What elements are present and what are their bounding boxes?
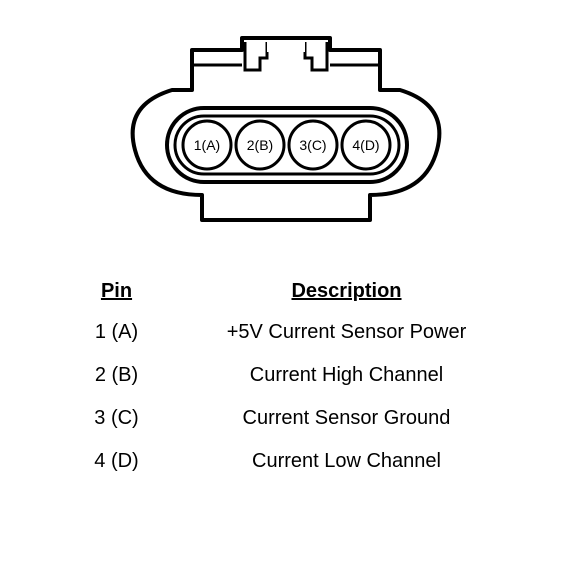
- table-row: 1 (A)+5V Current Sensor Power: [57, 321, 517, 344]
- pin-label: 3(C): [299, 137, 326, 153]
- pin-label: 1(A): [193, 137, 219, 153]
- table-row: 4 (D)Current Low Channel: [57, 450, 517, 473]
- table-row: 3 (C)Current Sensor Ground: [57, 407, 517, 430]
- cell-pin: 1 (A): [57, 321, 177, 344]
- cell-description: Current High Channel: [177, 364, 517, 387]
- cell-pin: 2 (B): [57, 364, 177, 387]
- header-description: Description: [177, 280, 517, 303]
- table-row: 2 (B)Current High Channel: [57, 364, 517, 387]
- connector-svg: 1(A) 2(B) 3(C) 4(D): [117, 20, 457, 250]
- cell-description: +5V Current Sensor Power: [177, 321, 517, 344]
- pin-label: 4(D): [352, 137, 379, 153]
- cell-description: Current Sensor Ground: [177, 407, 517, 430]
- cell-pin: 4 (D): [57, 450, 177, 473]
- table-rows: 1 (A)+5V Current Sensor Power2 (B)Curren…: [57, 321, 517, 473]
- cell-description: Current Low Channel: [177, 450, 517, 473]
- pin-label: 2(B): [246, 137, 272, 153]
- header-pin: Pin: [57, 280, 177, 303]
- pinout-table: Pin Description 1 (A)+5V Current Sensor …: [57, 280, 517, 473]
- table-header-row: Pin Description: [57, 280, 517, 303]
- connector-diagram: 1(A) 2(B) 3(C) 4(D): [20, 20, 553, 250]
- cell-pin: 3 (C): [57, 407, 177, 430]
